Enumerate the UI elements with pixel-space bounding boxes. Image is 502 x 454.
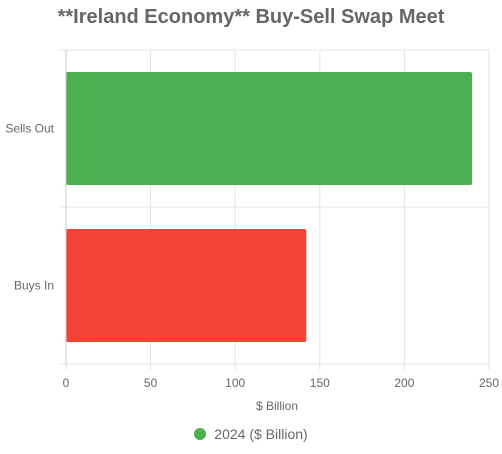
x-tick-label: 150	[310, 376, 330, 390]
x-axis-title: $ Billion	[256, 399, 298, 413]
bars	[66, 71, 473, 343]
x-tick-label: 250	[479, 376, 499, 390]
bar-buys-in[interactable]	[66, 228, 307, 343]
x-tick-label: 0	[63, 376, 70, 390]
x-tick-label: 100	[225, 376, 245, 390]
x-tick-label: 50	[144, 376, 158, 390]
y-tick-label: Sells Out	[5, 122, 54, 136]
x-tick-label: 200	[394, 376, 414, 390]
bar-sells-out[interactable]	[66, 71, 473, 186]
legend-marker	[194, 428, 207, 440]
y-tick-label: Buys In	[14, 279, 54, 293]
chart-title: **Ireland Economy** Buy-Sell Swap Meet	[57, 6, 445, 28]
legend-label: 2024 ($ Billion)	[214, 426, 308, 442]
legend[interactable]: 2024 ($ Billion)	[0, 426, 502, 442]
axes: 0 50 100 150 200 250 Sells Out Buys In	[5, 50, 499, 390]
